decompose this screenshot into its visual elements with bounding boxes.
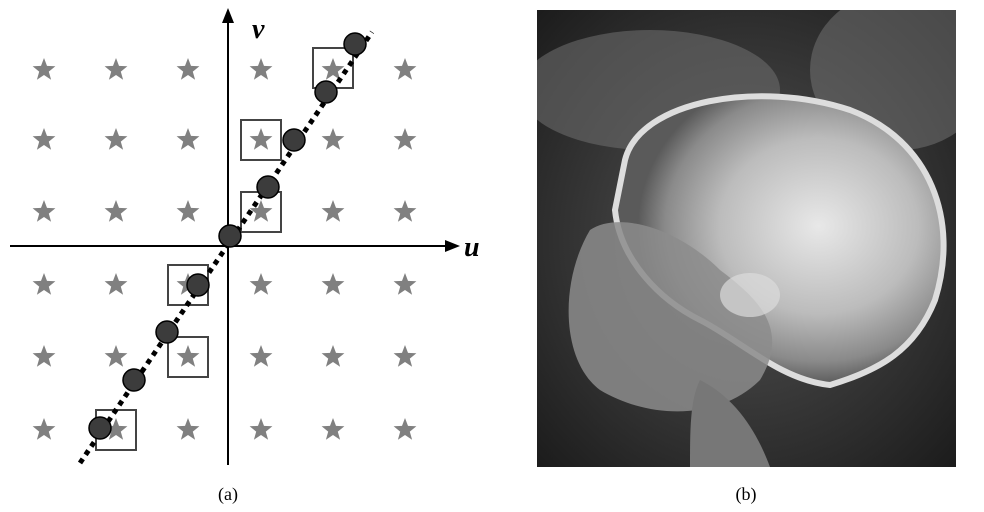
star <box>394 200 417 222</box>
page: {"panels": [{"label": "(a)", "axes": {"x… <box>0 0 984 512</box>
u-arrow <box>445 240 460 252</box>
star <box>250 418 273 440</box>
star <box>177 200 200 222</box>
star <box>250 345 273 367</box>
star <box>322 128 345 150</box>
star <box>322 345 345 367</box>
dot <box>257 176 279 198</box>
dot <box>156 321 178 343</box>
dot <box>344 33 366 55</box>
xray-shape <box>720 273 780 317</box>
star <box>105 58 128 80</box>
star <box>250 128 273 150</box>
star <box>105 200 128 222</box>
star <box>105 273 128 295</box>
star <box>322 200 345 222</box>
star <box>105 128 128 150</box>
figure: v u (a) (b) <box>0 0 984 512</box>
star <box>322 58 345 80</box>
star <box>33 345 56 367</box>
v-axis-label: v <box>252 14 265 45</box>
dot <box>283 129 305 151</box>
dot <box>315 81 337 103</box>
panel-label: (a) <box>218 484 238 505</box>
dot <box>187 274 209 296</box>
star <box>105 345 128 367</box>
dot <box>89 417 111 439</box>
star <box>322 273 345 295</box>
star <box>33 418 56 440</box>
star <box>394 273 417 295</box>
star <box>33 58 56 80</box>
star <box>394 345 417 367</box>
dot <box>123 369 145 391</box>
star <box>33 273 56 295</box>
xray-image <box>520 0 984 467</box>
star <box>250 58 273 80</box>
star <box>177 58 200 80</box>
star <box>177 418 200 440</box>
star <box>322 418 345 440</box>
star <box>33 200 56 222</box>
star <box>177 345 200 367</box>
v-arrow <box>222 8 234 23</box>
star <box>250 273 273 295</box>
star <box>394 128 417 150</box>
star <box>394 418 417 440</box>
star <box>394 58 417 80</box>
star-grid <box>33 58 417 440</box>
u-axis-label: u <box>464 232 480 263</box>
star <box>177 128 200 150</box>
panel-label: (b) <box>736 484 757 505</box>
dot <box>219 225 241 247</box>
star <box>33 128 56 150</box>
